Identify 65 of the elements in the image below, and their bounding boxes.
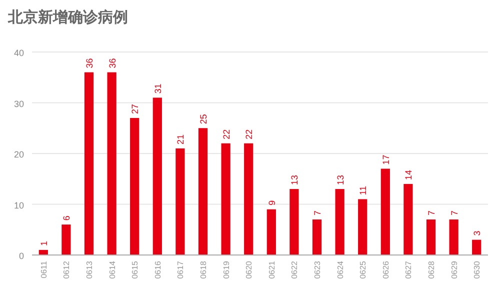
data-label: 14 [404,170,414,180]
bar [62,224,71,255]
x-tick-label: 0619 [222,260,231,279]
x-tick-label: 0616 [153,260,162,279]
data-label: 3 [472,230,482,236]
x-tick-label: 0627 [404,260,414,279]
x-tick-label: 0623 [313,260,322,279]
bar [449,219,458,255]
y-tick-label: 30 [14,98,24,109]
data-label: 6 [62,216,72,221]
x-tick-label: 0622 [290,260,300,279]
data-label: 25 [198,114,208,124]
data-label: 17 [380,154,391,165]
bar [380,168,390,255]
x-tick-label: 0618 [199,260,208,279]
bar [426,219,436,255]
data-label: 36 [107,58,118,68]
x-tick-label: 0629 [450,260,459,279]
bar [107,72,116,255]
y-tick-label: 40 [14,48,24,58]
x-tick-label: 0630 [472,260,482,279]
x-tick-label: 0614 [108,260,117,279]
data-label: 21 [176,134,186,144]
data-label: 7 [426,210,436,216]
x-tick-label: 0626 [381,260,390,279]
bar [176,148,185,255]
data-label: 9 [266,200,277,206]
data-label: 31 [152,84,163,94]
bar [358,199,368,255]
bar [152,98,162,255]
bar [312,219,322,255]
data-label: 1 [38,240,49,246]
bar [404,184,413,255]
x-tick-label: 0620 [244,260,254,279]
y-tick-label: 10 [14,200,24,210]
x-tick-label: 0617 [176,260,186,279]
data-label: 22 [244,129,254,140]
y-tick-label: 20 [14,150,24,160]
data-label: 13 [290,175,300,186]
x-tick-label: 0625 [358,260,368,279]
x-tick-label: 0612 [62,260,72,279]
data-label: 13 [335,175,346,186]
y-tick-label: 0 [18,251,24,261]
data-label: 27 [130,104,140,114]
data-label: 7 [449,210,460,216]
bar [472,240,482,255]
x-tick-label: 0628 [427,260,436,279]
x-tick-label: 0624 [336,260,345,279]
bar [84,72,94,255]
x-tick-label: 0613 [85,260,94,279]
x-tick-label: 0611 [39,260,48,278]
bar [198,128,208,255]
bar [290,189,299,255]
bar [221,143,230,255]
data-label: 11 [358,186,368,196]
data-label: 22 [221,129,232,140]
bar [130,118,140,255]
data-label: 7 [312,210,322,216]
bar [244,143,254,255]
x-tick-label: 0621 [267,260,276,279]
bar [335,189,344,255]
bar [266,209,276,255]
x-tick-label: 0615 [130,260,140,279]
data-label: 36 [84,58,94,68]
chart-title: 北京新增确诊病例 [7,8,128,26]
